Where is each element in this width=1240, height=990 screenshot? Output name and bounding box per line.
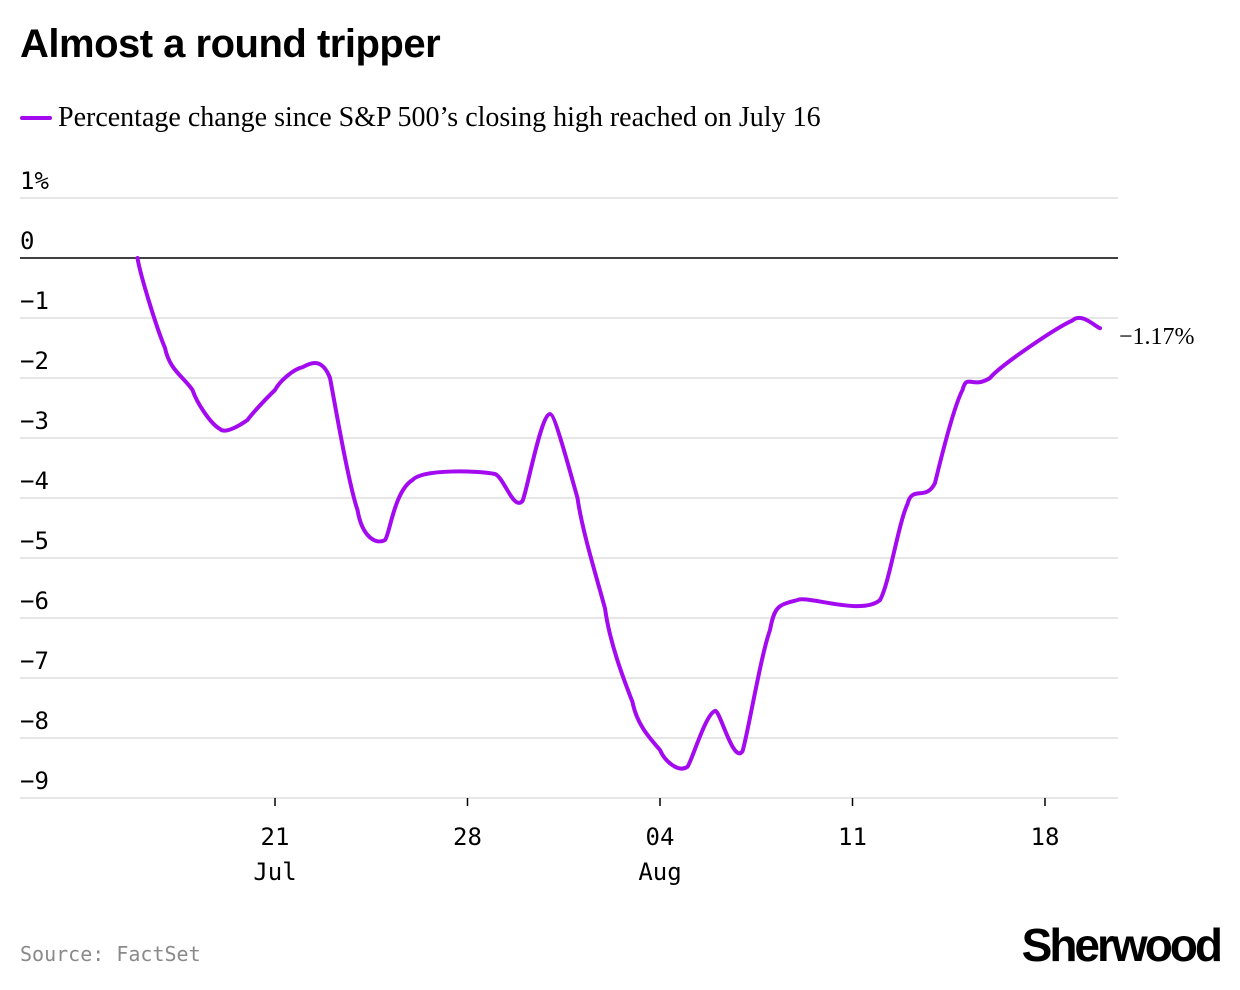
y-tick-label: −4 xyxy=(20,467,49,495)
x-tick-label: 21 xyxy=(261,823,290,851)
legend-label: Percentage change since S&P 500’s closin… xyxy=(58,102,821,133)
series-line xyxy=(135,256,1102,771)
y-tick-label: 1% xyxy=(20,167,49,195)
y-axis-ticks: 1% 0 −1 −2 −3 −4 −5 −6 −7 −8 −9 xyxy=(20,167,49,795)
chart-title: Almost a round tripper xyxy=(20,22,441,66)
y-tick-label: 0 xyxy=(20,227,34,255)
y-tick-label: −7 xyxy=(20,647,49,675)
x-axis-ticks: 21 Jul 28 04 Aug 11 18 xyxy=(253,798,1059,886)
brand-logo: Sherwood xyxy=(1021,919,1223,971)
series-layer xyxy=(135,256,1102,771)
end-value-label: −1.17% xyxy=(1119,324,1195,350)
x-tick-label: 04 xyxy=(646,823,675,851)
y-tick-label: −9 xyxy=(20,767,49,795)
gridlines xyxy=(20,197,1118,799)
legend-swatch xyxy=(20,116,52,120)
y-tick-label: −3 xyxy=(20,407,49,435)
y-tick-label: −5 xyxy=(20,527,49,555)
source-note: Source: FactSet xyxy=(20,942,201,966)
annotations: −1.17% xyxy=(1119,324,1195,350)
y-tick-label: −1 xyxy=(20,287,49,315)
x-tick-sublabel: Aug xyxy=(638,858,681,886)
x-tick-label: 28 xyxy=(453,823,482,851)
y-tick-label: −8 xyxy=(20,707,49,735)
x-tick-label: 11 xyxy=(838,823,867,851)
y-tick-label: −6 xyxy=(20,587,49,615)
x-tick-sublabel: Jul xyxy=(253,858,296,886)
y-tick-label: −2 xyxy=(20,347,49,375)
chart-legend: Percentage change since S&P 500’s closin… xyxy=(20,100,821,136)
x-tick-label: 18 xyxy=(1031,823,1060,851)
